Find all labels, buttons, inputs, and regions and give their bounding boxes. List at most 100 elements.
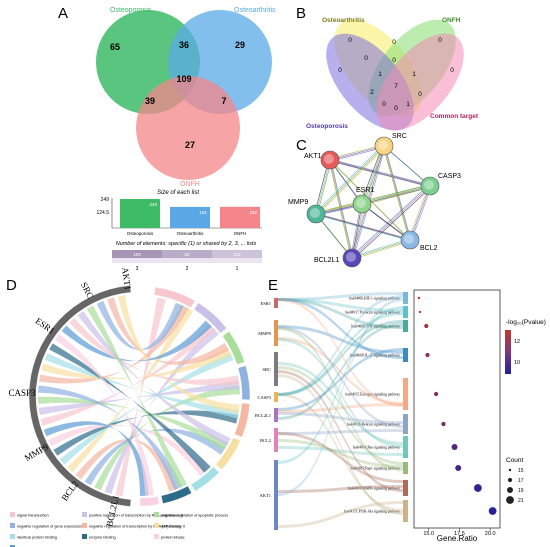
dotplot-frame <box>413 289 501 529</box>
venn4-value: 2 <box>370 89 374 96</box>
chord-ribbon <box>43 421 149 496</box>
bar <box>220 206 260 228</box>
venn4-value: 0 <box>394 105 398 112</box>
sankey-link <box>278 429 403 435</box>
ppi-node-label: ESR1 <box>356 187 374 194</box>
chord-ribbon <box>49 343 211 473</box>
sankey-link <box>278 403 403 413</box>
panel-a-letter: A <box>58 5 68 22</box>
size-legend-label: 21 <box>518 498 524 504</box>
venn4-value: 0 <box>348 37 352 44</box>
chord-ribbon <box>75 439 178 492</box>
sankey-gene-label: CASP3 <box>257 395 271 400</box>
sankey-pathway-label: hsa04151:PI3K-Akt signaling pathway <box>344 510 400 514</box>
chord-ribbon <box>104 327 219 494</box>
size-legend-title: Count <box>506 457 524 464</box>
ppi-node-label: BCL2L1 <box>314 257 339 264</box>
dotplot-x-ticks: 15.0 17.5 20.0 <box>423 528 496 537</box>
sankey-link <box>278 298 403 496</box>
panel-c: C AKT1 SRC CASP3 ESR1 MMP9 BCL2 BCL2L1 <box>288 133 461 268</box>
sankey-link <box>278 306 403 464</box>
sankey-link <box>278 298 403 407</box>
sankey-link <box>278 393 403 512</box>
chord-term-arc <box>237 365 251 401</box>
chord-gene-label: CASP3 <box>8 388 36 398</box>
venn4-value: 0 <box>392 39 396 46</box>
ppi-edge <box>330 160 412 242</box>
chord-ribbon <box>96 300 184 350</box>
sankey-pathway-node <box>403 378 408 410</box>
chord-term-arc <box>193 302 227 334</box>
dotplot-x-label: Gene.Ratio <box>437 534 478 543</box>
chord-ribbon <box>86 305 187 489</box>
chord-term-arc <box>139 496 160 507</box>
ppi-edge <box>315 185 431 215</box>
sankey-link <box>278 374 403 515</box>
elem-cell-value: 82 <box>184 252 190 257</box>
bar-category-label: ONFH <box>234 231 247 236</box>
venn4-label-onfh: ONFH <box>442 17 461 24</box>
legend-label: protein kinase <box>161 536 185 540</box>
ppi-edge <box>315 213 411 241</box>
chord-ribbon <box>53 410 239 456</box>
venn4-value: 0 <box>418 91 422 98</box>
ppi-edge <box>317 186 432 216</box>
sankey-pathway-node <box>403 292 408 304</box>
sankey-pathway-label: hsa04926:Relaxin signaling pathway <box>347 423 400 427</box>
sankey-link <box>278 432 403 483</box>
ppi-edge <box>316 146 386 216</box>
ppi-edge <box>328 158 429 186</box>
elem-cell <box>212 250 262 258</box>
ppi-edge <box>314 212 409 240</box>
legend-swatch <box>10 534 15 539</box>
sankey-link <box>278 298 403 329</box>
elem-cell <box>112 250 162 258</box>
sankey-gene-node <box>274 320 278 346</box>
venn4-value: 1 <box>412 71 416 78</box>
sankey-gene-label: AKT1 <box>260 493 272 498</box>
size-legend-dot <box>508 468 512 472</box>
sankey-link <box>278 312 403 396</box>
ppi-node-structure <box>346 252 356 262</box>
chord-ribbon <box>44 353 240 419</box>
x-tick-label: 15.0 <box>423 531 434 537</box>
chord-ribbon <box>61 320 212 362</box>
sankey-diagram: ESR1 MMP9 SRC CASP3 BCL2L1 BCL2 AKT1 hsa04066:H… <box>255 292 408 530</box>
sankey-pathway-label: hsa04668:TNF signaling pathway <box>351 325 400 329</box>
ppi-node <box>320 150 340 170</box>
ppi-edge <box>314 144 384 214</box>
legend-label: negative regulation of transcription by … <box>89 525 185 529</box>
legend-swatch <box>82 523 87 528</box>
legend-swatch <box>82 534 87 539</box>
chord-ribbon <box>67 306 193 473</box>
venn4-value: 0 <box>364 55 368 62</box>
venn4-ellipse-common-target <box>376 33 464 131</box>
panel-e: E ESR1 MMP9 SRC CASP3 BCL2L1 BCL2 AKT1 hsa04066… <box>255 277 546 543</box>
panel-d-letter: D <box>6 277 17 294</box>
sankey-pathway-label: hsa04066:HIF-1 signaling pathway <box>349 297 400 301</box>
venn4-value: 0 <box>338 67 342 74</box>
size-legend-dot <box>507 487 513 493</box>
dotplot-point <box>417 296 421 300</box>
sankey-gene-node <box>274 298 278 308</box>
ppi-node-structure <box>356 198 366 208</box>
dotplot-point <box>424 323 429 329</box>
sankey-link <box>278 446 403 456</box>
ppi-edge <box>351 185 431 259</box>
bar <box>170 206 210 228</box>
elem-cell-value: 109 <box>133 252 141 257</box>
ppi-node <box>306 204 326 224</box>
sankey-gene-node <box>274 408 278 422</box>
sankey-link <box>278 298 403 359</box>
sankey-link <box>278 412 403 424</box>
ppi-node <box>352 194 372 214</box>
ppi-edge <box>315 145 385 215</box>
dotplot-point <box>425 352 430 358</box>
sankey-pathway-node <box>403 500 408 522</box>
chord-ribbon <box>54 334 154 496</box>
elem-tier-bg <box>112 258 162 263</box>
chord-ribbon <box>77 311 231 446</box>
venn-value-abc: 109 <box>176 74 191 84</box>
